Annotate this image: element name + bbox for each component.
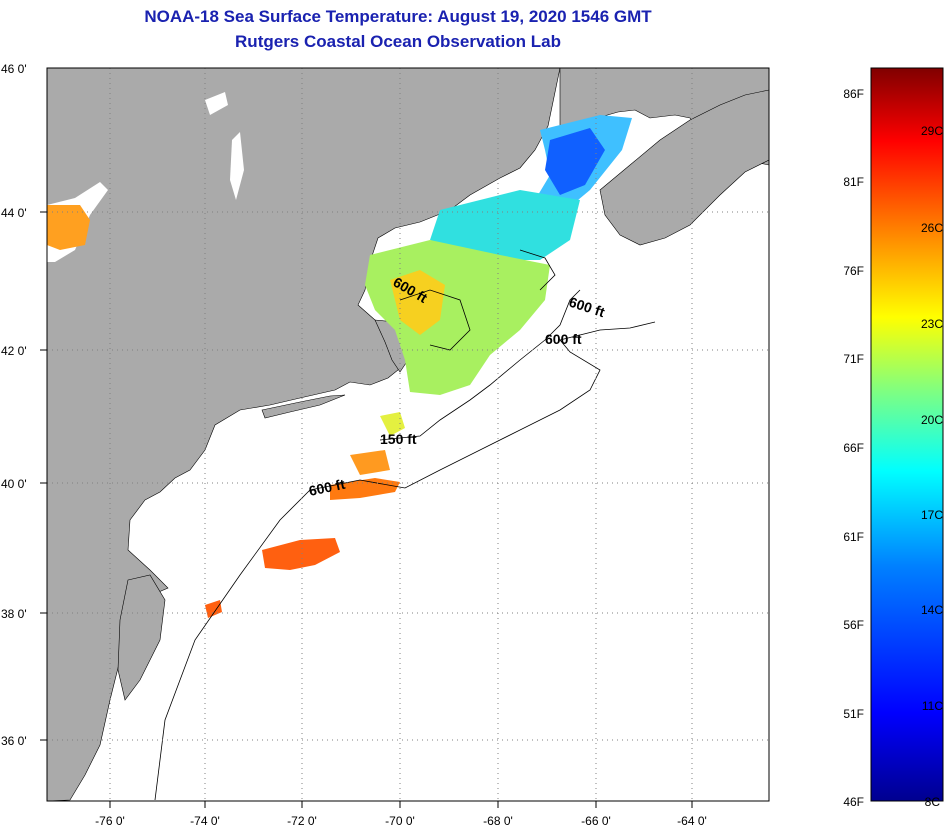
lake	[205, 92, 228, 115]
colorbar-f-label: 51F	[843, 707, 864, 721]
colorbar-c-label: 14C	[921, 603, 943, 617]
colorbar-f-label: 71F	[843, 352, 864, 366]
land-delmarva	[117, 574, 166, 701]
colorbar-f-label: 81F	[843, 175, 864, 189]
colorbar-f-label: 46F	[843, 795, 864, 809]
land-long-island	[261, 394, 346, 419]
colorbar-c-label: 8C	[925, 795, 941, 809]
lon-label: -70 0'	[385, 814, 415, 828]
colorbar-c-label: 20C	[921, 413, 943, 427]
map-frame	[46, 67, 770, 802]
depth-label: 150 ft	[380, 431, 417, 447]
colorbar-c-labels: 29C 26C 23C 20C 17C 14C 11C 8C	[921, 124, 943, 809]
colorbar-f-label: 61F	[843, 530, 864, 544]
chart-subtitle: Rutgers Coastal Ocean Observation Lab	[235, 32, 561, 51]
colorbar-f-label: 66F	[843, 441, 864, 455]
lon-label: -74 0'	[190, 814, 220, 828]
colorbar-c-label: 29C	[921, 124, 943, 138]
chart-title: NOAA-18 Sea Surface Temperature: August …	[144, 7, 652, 26]
colorbar-f-label: 86F	[843, 87, 864, 101]
colorbar	[870, 67, 944, 802]
lat-label: 38 0'	[1, 607, 27, 621]
lon-label: -66 0'	[581, 814, 611, 828]
colorbar-c-label: 11C	[922, 699, 943, 713]
lat-label: 42 0'	[1, 344, 27, 358]
lat-label: 44 0'	[1, 206, 27, 220]
lat-label: 46 0'	[1, 62, 27, 76]
axis-ticks	[40, 211, 693, 808]
depth-contours	[154, 249, 656, 801]
colorbar-f-labels: 86F 81F 76F 71F 66F 61F 56F 51F 46F	[843, 87, 864, 809]
lat-label: 36 0'	[1, 734, 27, 748]
land-nova-scotia	[599, 89, 769, 246]
lon-label: -64 0'	[677, 814, 707, 828]
colorbar-c-label: 17C	[921, 508, 943, 522]
lat-label: 40 0'	[1, 477, 27, 491]
lon-label: -76 0'	[95, 814, 125, 828]
graticule	[47, 68, 769, 801]
lon-label: -72 0'	[287, 814, 317, 828]
colorbar-f-label: 56F	[843, 618, 864, 632]
colorbar-f-label: 76F	[843, 264, 864, 278]
colorbar-c-label: 26C	[921, 221, 943, 235]
depth-label: 600 ft	[545, 331, 582, 347]
colorbar-c-label: 23C	[921, 317, 943, 331]
sst-data	[47, 115, 632, 618]
lon-label: -68 0'	[483, 814, 513, 828]
lake	[230, 132, 244, 200]
depth-label: 600 ft	[307, 476, 346, 499]
